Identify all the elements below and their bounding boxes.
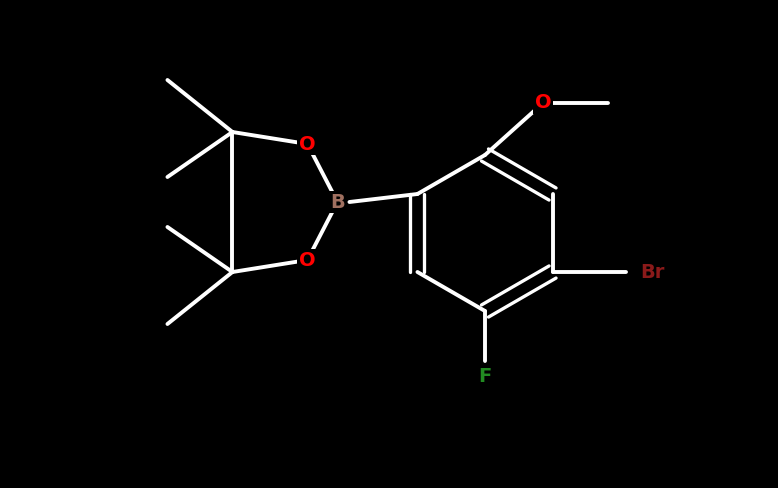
Text: O: O: [534, 94, 552, 113]
Text: O: O: [299, 135, 316, 154]
Text: Br: Br: [640, 263, 664, 282]
Text: F: F: [478, 366, 492, 386]
Text: B: B: [330, 192, 345, 211]
Text: O: O: [299, 250, 316, 269]
